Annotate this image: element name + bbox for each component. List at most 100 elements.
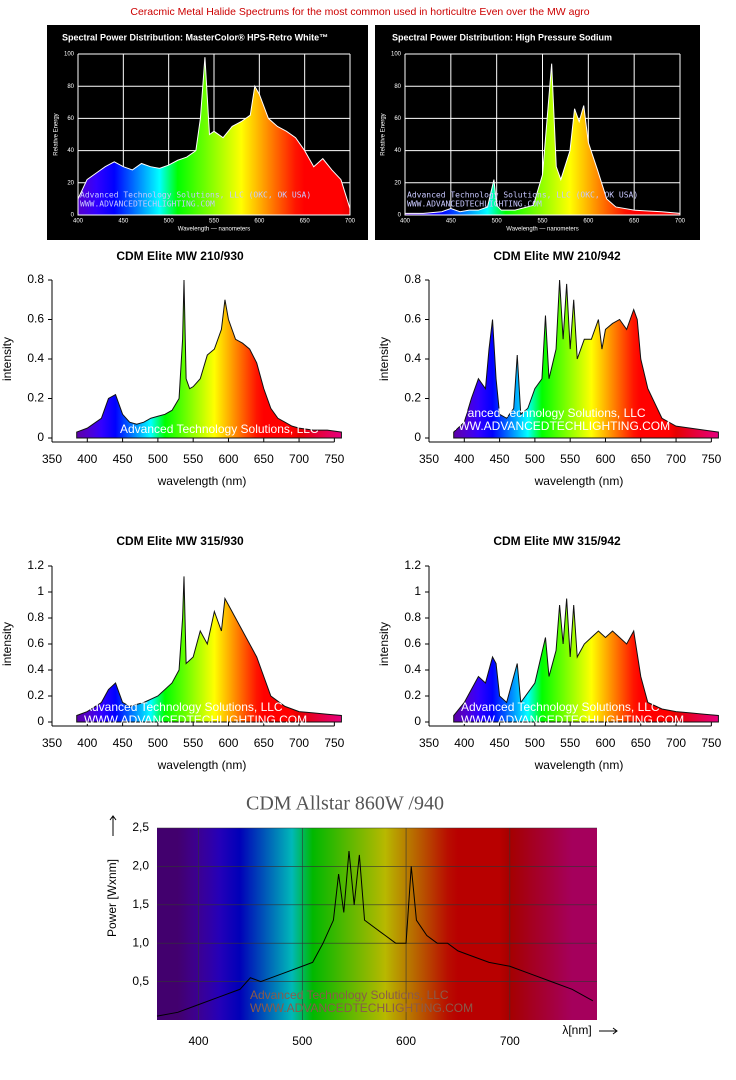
y-tick-label: 0.6	[27, 312, 44, 326]
y-tick-label: 0	[414, 430, 421, 444]
x-tick-label: 700	[345, 219, 356, 225]
x-tick-label: 500	[525, 452, 545, 466]
x-tick-label: 400	[454, 452, 474, 466]
y-tick-label: 0	[37, 714, 44, 728]
x-tick-label: 400	[400, 219, 411, 225]
chart-title: Spectral Power Distribution: High Pressu…	[392, 32, 612, 42]
chart-title: CDM Elite MW 210/930	[116, 249, 244, 263]
spectrum-area	[404, 63, 681, 216]
x-tick-label: 350	[419, 736, 439, 750]
x-tick-label: 500	[148, 736, 168, 750]
y-axis-label: intensity	[377, 337, 391, 381]
x-tick-label: 600	[583, 219, 594, 225]
x-tick-label: 450	[118, 219, 129, 225]
x-tick-label: 500	[148, 452, 168, 466]
y-tick-label: 2,5	[132, 820, 149, 834]
x-tick-label: 600	[218, 452, 238, 466]
y-tick-label: 1	[414, 584, 421, 598]
x-tick-label: 450	[490, 736, 510, 750]
x-arrow	[599, 1027, 618, 1035]
chart-title: CDM Allstar 860W /940	[246, 793, 444, 815]
x-tick-label: 700	[666, 452, 686, 466]
y-axis-label: Relative Energy	[381, 113, 387, 155]
y-tick-label: 100	[391, 52, 402, 58]
x-tick-label: 750	[701, 452, 721, 466]
y-tick-label: 1.2	[404, 558, 421, 572]
x-tick-label: 600	[218, 736, 238, 750]
y-tick-label: 0.2	[27, 688, 44, 702]
spectrum-background	[157, 828, 597, 1020]
y-tick-label: 0.8	[27, 272, 44, 286]
y-tick-label: 0.2	[404, 688, 421, 702]
y-tick-label: 1,0	[132, 935, 149, 949]
x-tick-label: 600	[595, 736, 615, 750]
watermark: WWW.ADVANCEDTECHLIGHTING.COM	[80, 200, 215, 209]
spectrum-area	[453, 598, 719, 723]
x-tick-label: 500	[164, 219, 175, 225]
x-tick-label: 700	[666, 736, 686, 750]
x-tick-label: 650	[300, 219, 311, 225]
x-axis-label: wavelength (nm)	[157, 474, 247, 488]
y-tick-label: 40	[394, 148, 401, 154]
spectrum-area	[76, 576, 342, 723]
y-tick-label: 0.2	[27, 391, 44, 405]
x-tick-label: 650	[631, 736, 651, 750]
y-axis-label: Relative Energy	[54, 113, 60, 155]
watermark: Advanced Technology Solutions, LLC	[250, 988, 449, 1002]
y-tick-label: 2,0	[132, 859, 149, 873]
x-tick-label: 450	[446, 219, 457, 225]
x-axis-label: λ[nm]	[562, 1023, 591, 1037]
watermark: Advanced Technology Solutions, LLC (OKC,…	[80, 191, 311, 200]
y-tick-label: 0.6	[404, 636, 421, 650]
x-tick-label: 450	[113, 736, 133, 750]
chart-title: CDM Elite MW 210/942	[493, 249, 621, 263]
spectrum-line	[156, 850, 594, 1017]
y-tick-label: 0.8	[404, 610, 421, 624]
spectrum-area	[453, 279, 719, 439]
y-tick-label: 80	[67, 84, 74, 90]
y-tick-label: 0	[71, 213, 75, 219]
x-tick-label: 650	[254, 736, 274, 750]
x-axis-label: wavelength (nm)	[534, 758, 624, 772]
y-tick-label: 0.8	[27, 610, 44, 624]
spectrum-area	[77, 57, 351, 216]
x-tick-label: 400	[188, 1034, 208, 1048]
watermark: Advanced Technology Solutions, LLC (OKC,…	[407, 191, 638, 200]
y-tick-label: 80	[394, 84, 401, 90]
x-tick-label: 700	[500, 1034, 520, 1048]
x-tick-label: 400	[73, 219, 84, 225]
y-tick-label: 60	[394, 116, 401, 122]
watermark: Advanced Technology Solutions, LLC	[120, 422, 319, 436]
y-tick-label: 0.4	[27, 662, 44, 676]
x-tick-label: 350	[419, 452, 439, 466]
y-axis-label: intensity	[377, 622, 391, 666]
chart: CDM Elite MW 210/942 0 0.2 0.4 0.6 0.8 350 400 4…	[377, 249, 722, 488]
page-title: Ceracmic Metal Halide Spectrums for the …	[130, 6, 589, 18]
x-tick-label: 500	[292, 1034, 312, 1048]
x-tick-label: 750	[701, 736, 721, 750]
watermark: WWW.ADVANCEDTECHLIGHTING.COM	[250, 1001, 473, 1015]
y-tick-label: 20	[394, 180, 401, 186]
y-tick-label: 0	[37, 430, 44, 444]
x-tick-label: 750	[324, 736, 344, 750]
watermark: Advanced Technology Solutions, LLC	[84, 700, 283, 714]
x-tick-label: 550	[560, 736, 580, 750]
x-tick-label: 400	[77, 452, 97, 466]
y-tick-label: 1,5	[132, 897, 149, 911]
x-tick-label: 500	[525, 736, 545, 750]
x-tick-label: 700	[289, 452, 309, 466]
x-tick-label: 450	[113, 452, 133, 466]
x-tick-label: 600	[254, 219, 265, 225]
x-tick-label: 450	[490, 452, 510, 466]
y-tick-label: 0	[414, 714, 421, 728]
x-axis-label: Wavelength — nanometers	[178, 227, 250, 233]
y-tick-label: 0.4	[404, 351, 421, 365]
x-tick-label: 650	[254, 452, 274, 466]
chart: CDM Elite MW 315/930 0 0.2 0.4 0.6 0.8 1 1.2 350…	[0, 534, 345, 772]
y-axis-label: Power [Wxnm]	[105, 859, 119, 937]
x-tick-label: 350	[42, 452, 62, 466]
chart: CDM Allstar 860W /940 0,5 1,0 1,5 2,0 2,5 400 5…	[105, 793, 618, 1048]
spectrum-area	[76, 279, 342, 439]
x-tick-label: 750	[324, 452, 344, 466]
x-tick-label: 400	[454, 736, 474, 750]
